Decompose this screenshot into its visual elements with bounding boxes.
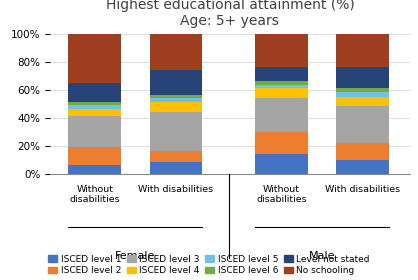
Text: Without
disabilities: Without disabilities — [69, 185, 120, 204]
Bar — [150, 70, 202, 95]
Bar — [255, 132, 308, 154]
Legend: ISCED level 1, ISCED level 2, ISCED level 3, ISCED level 4, ISCED level 5, ISCED: ISCED level 1, ISCED level 2, ISCED leve… — [48, 255, 370, 276]
Text: Without
disabilities: Without disabilities — [256, 185, 307, 204]
Bar — [150, 95, 202, 98]
Bar — [255, 85, 308, 88]
Title: Highest educational attainment (%)
Age: 5+ years: Highest educational attainment (%) Age: … — [105, 0, 354, 28]
Bar — [69, 109, 121, 116]
Bar — [336, 106, 389, 143]
Bar — [150, 98, 202, 102]
Bar — [255, 81, 308, 85]
Bar — [69, 34, 121, 83]
Bar — [150, 112, 202, 151]
Bar — [336, 67, 389, 88]
Bar — [69, 147, 121, 165]
Bar — [150, 102, 202, 112]
Bar — [69, 116, 121, 147]
Bar — [336, 34, 389, 67]
Bar — [69, 102, 121, 105]
Text: Male: Male — [309, 251, 335, 261]
Bar — [150, 151, 202, 162]
Bar — [255, 34, 308, 67]
Bar — [336, 143, 389, 160]
Bar — [255, 88, 308, 98]
Bar — [69, 105, 121, 109]
Text: With disabilities: With disabilities — [138, 185, 214, 194]
Bar — [336, 92, 389, 97]
Bar — [69, 83, 121, 102]
Bar — [255, 98, 308, 132]
Text: Female: Female — [115, 251, 155, 261]
Text: With disabilities: With disabilities — [325, 185, 400, 194]
Bar — [336, 97, 389, 106]
Bar — [255, 67, 308, 81]
Bar — [336, 160, 389, 174]
Bar — [69, 165, 121, 174]
Bar — [255, 154, 308, 174]
Bar — [336, 88, 389, 92]
Bar — [150, 34, 202, 70]
Bar — [150, 162, 202, 174]
